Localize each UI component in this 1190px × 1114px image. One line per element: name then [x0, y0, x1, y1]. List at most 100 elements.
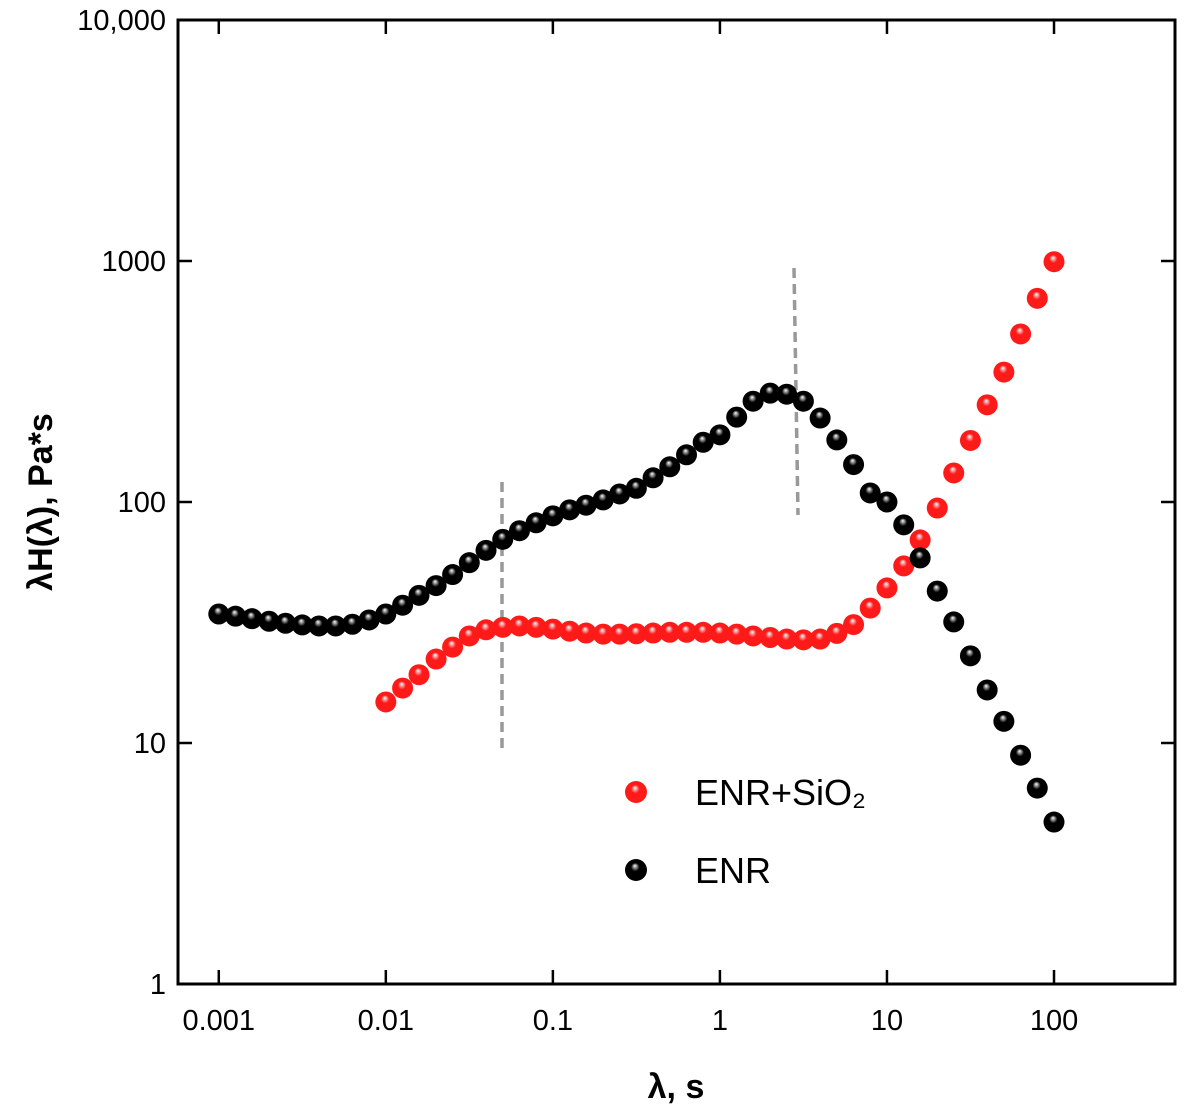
- data-point: [508, 615, 530, 637]
- data-point: [1043, 811, 1065, 833]
- data-point: [625, 623, 647, 645]
- data-point: [709, 424, 731, 446]
- data-point: [826, 429, 848, 451]
- data-point: [341, 613, 363, 635]
- data-point: [742, 625, 764, 647]
- data-point: [442, 636, 464, 658]
- data-point: [1026, 777, 1048, 799]
- data-point: [442, 564, 464, 586]
- data-point: [1026, 287, 1048, 309]
- data-point: [1010, 323, 1032, 345]
- data-point: [291, 614, 313, 636]
- data-point: [458, 625, 480, 647]
- data-point: [776, 628, 798, 650]
- data-point: [1043, 251, 1065, 273]
- x-tick-label: 0.001: [182, 1005, 255, 1037]
- data-point: [492, 528, 514, 550]
- data-point: [542, 618, 564, 640]
- data-point: [375, 691, 397, 713]
- data-point: [659, 456, 681, 478]
- data-point: [625, 477, 647, 499]
- data-point: [959, 645, 981, 667]
- data-point: [759, 627, 781, 649]
- data-point: [492, 616, 514, 638]
- data-point: [943, 462, 965, 484]
- data-point: [575, 494, 597, 516]
- data-point: [559, 499, 581, 521]
- data-point: [559, 620, 581, 642]
- data-point: [425, 648, 447, 670]
- data-point: [458, 552, 480, 574]
- data-point: [726, 623, 748, 645]
- data-point: [1010, 744, 1032, 766]
- data-point: [208, 603, 230, 625]
- data-point: [792, 390, 814, 412]
- data-point: [676, 621, 698, 643]
- data-point: [959, 429, 981, 451]
- data-point: [692, 431, 714, 453]
- data-point: [425, 575, 447, 597]
- data-point: [742, 390, 764, 412]
- data-point: [525, 512, 547, 534]
- data-point: [876, 491, 898, 513]
- x-axis-title: λ, s: [648, 1068, 705, 1106]
- data-point: [943, 611, 965, 633]
- data-point: [876, 577, 898, 599]
- data-point: [475, 539, 497, 561]
- data-point: [843, 614, 865, 636]
- data-point: [993, 710, 1015, 732]
- data-point: [976, 394, 998, 416]
- data-point: [776, 383, 798, 405]
- y-tick-label: 100: [118, 487, 166, 519]
- data-point: [709, 622, 731, 644]
- data-point: [792, 629, 814, 651]
- data-point: [225, 605, 247, 627]
- data-point: [358, 609, 380, 631]
- data-point: [726, 406, 748, 428]
- data-point: [475, 619, 497, 641]
- data-point: [392, 677, 414, 699]
- data-point: [909, 547, 931, 569]
- data-point: [926, 580, 948, 602]
- data-point: [659, 621, 681, 643]
- data-point: [676, 444, 698, 466]
- legend-marker: [625, 859, 647, 881]
- data-point: [375, 603, 397, 625]
- data-point: [525, 616, 547, 638]
- x-tick-label: 0.1: [533, 1005, 573, 1037]
- guide-line: [792, 267, 800, 516]
- data-point: [258, 610, 280, 632]
- data-point: [575, 622, 597, 644]
- data-point: [609, 623, 631, 645]
- y-tick-label: 10,000: [77, 5, 166, 37]
- data-point: [542, 505, 564, 527]
- data-point: [926, 497, 948, 519]
- data-point: [592, 623, 614, 645]
- data-point: [408, 584, 430, 606]
- data-point: [759, 382, 781, 404]
- data-point: [325, 615, 347, 637]
- data-point: [809, 407, 831, 429]
- y-tick-label: 1000: [101, 246, 166, 278]
- x-tick-label: 1: [712, 1005, 728, 1037]
- legend-label: ENR: [695, 850, 771, 891]
- y-axis-title: λH(λ), Pa*s: [22, 413, 60, 591]
- data-point: [241, 608, 263, 630]
- data-point: [275, 612, 297, 634]
- legend-label: ENR+SiO₂: [695, 772, 866, 813]
- data-point: [408, 664, 430, 686]
- data-point: [826, 622, 848, 644]
- data-point: [609, 483, 631, 505]
- x-tick-label: 100: [1030, 1005, 1078, 1037]
- plot-frame: [176, 18, 1177, 986]
- data-point: [976, 679, 998, 701]
- y-tick-label: 1: [150, 969, 166, 1001]
- data-point: [893, 555, 915, 577]
- data-point: [508, 520, 530, 542]
- data-point: [308, 615, 330, 637]
- data-point: [859, 482, 881, 504]
- y-tick-label: 10: [134, 728, 166, 760]
- data-point: [859, 597, 881, 619]
- x-tick-label: 10: [871, 1005, 903, 1037]
